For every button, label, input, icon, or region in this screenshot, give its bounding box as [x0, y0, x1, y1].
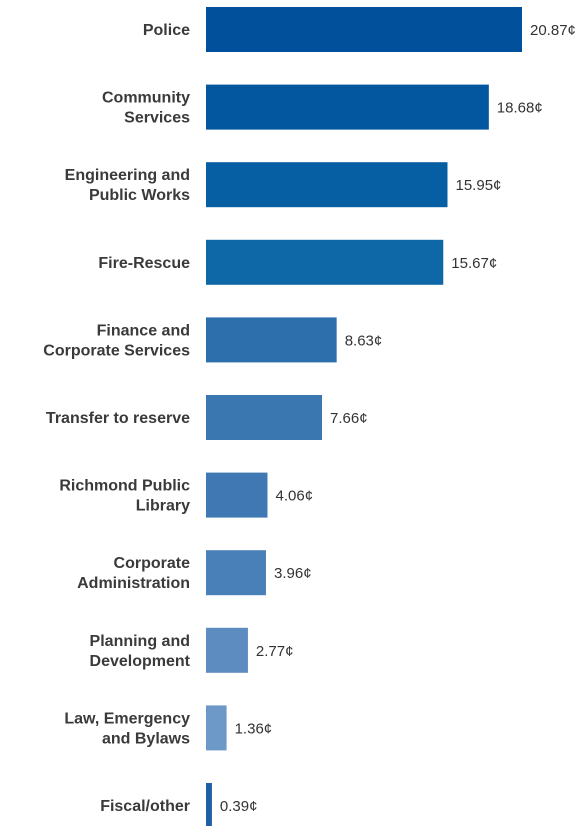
value-label: 0.39¢	[220, 798, 258, 815]
value-label: 8.63¢	[345, 332, 383, 349]
bar	[206, 239, 444, 285]
bar	[206, 162, 448, 208]
category-label-line: Law, Emergency	[64, 710, 190, 727]
category-label: Transfer to reserve	[46, 410, 190, 427]
category-label: Community Services	[102, 90, 190, 127]
category-label: Law, Emergency and Bylaws	[64, 710, 190, 747]
bar	[206, 783, 212, 826]
category-label: Police	[143, 22, 190, 39]
category-label-line: and Bylaws	[102, 730, 190, 747]
category-label-line: Corporate	[114, 555, 191, 572]
category-label: Planning and Development	[90, 633, 191, 670]
category-label: Fire-Rescue	[98, 255, 190, 272]
category-label-line: Corporate Services	[43, 342, 190, 359]
category-label-line: Public Works	[89, 187, 190, 204]
category-label: Fiscal/other	[100, 798, 190, 815]
bar	[206, 84, 489, 130]
bar	[206, 705, 227, 751]
value-label: 20.87¢	[530, 22, 576, 39]
category-label-line: Library	[136, 498, 190, 515]
value-label: 18.68¢	[497, 100, 543, 117]
category-label: Corporate Administration	[77, 555, 190, 592]
value-label: 15.95¢	[456, 177, 502, 194]
value-label: 3.96¢	[274, 565, 312, 582]
category-label-line: Police	[143, 22, 190, 39]
category-label-line: Fiscal/other	[100, 798, 190, 815]
value-label: 15.67¢	[451, 255, 497, 272]
category-label-line: Finance and	[97, 322, 190, 339]
bars-group	[206, 7, 522, 826]
category-label-line: Services	[124, 110, 190, 127]
bar	[206, 627, 248, 673]
bar	[206, 395, 322, 440]
value-labels-group: 20.87¢ 18.68¢ 15.95¢ 15.67¢ 8.63¢ 7.66¢ 4.06¢ 3…	[220, 22, 576, 815]
value-label: 1.36¢	[235, 720, 273, 737]
category-label-line: Development	[90, 653, 191, 670]
category-label: Engineering and Public Works	[65, 167, 190, 204]
bar	[206, 550, 266, 596]
category-label: Finance and Corporate Services	[43, 322, 190, 359]
value-label: 2.77¢	[256, 643, 294, 660]
category-label-line: Richmond Public	[59, 478, 190, 495]
bar	[206, 472, 268, 518]
value-label: 4.06¢	[276, 488, 314, 505]
category-labels-group: Police Community Services Engineering and Pu…	[43, 22, 190, 815]
category-label-line: Planning and	[90, 633, 190, 650]
category-label-line: Fire-Rescue	[98, 255, 190, 272]
bar	[206, 7, 522, 52]
category-label-line: Transfer to reserve	[46, 410, 190, 427]
value-label: 7.66¢	[330, 410, 368, 427]
bar	[206, 317, 337, 363]
category-label: Richmond Public Library	[59, 478, 190, 515]
category-label-line: Engineering and	[65, 167, 190, 184]
category-label-line: Administration	[77, 575, 190, 592]
category-label-line: Community	[102, 90, 190, 107]
